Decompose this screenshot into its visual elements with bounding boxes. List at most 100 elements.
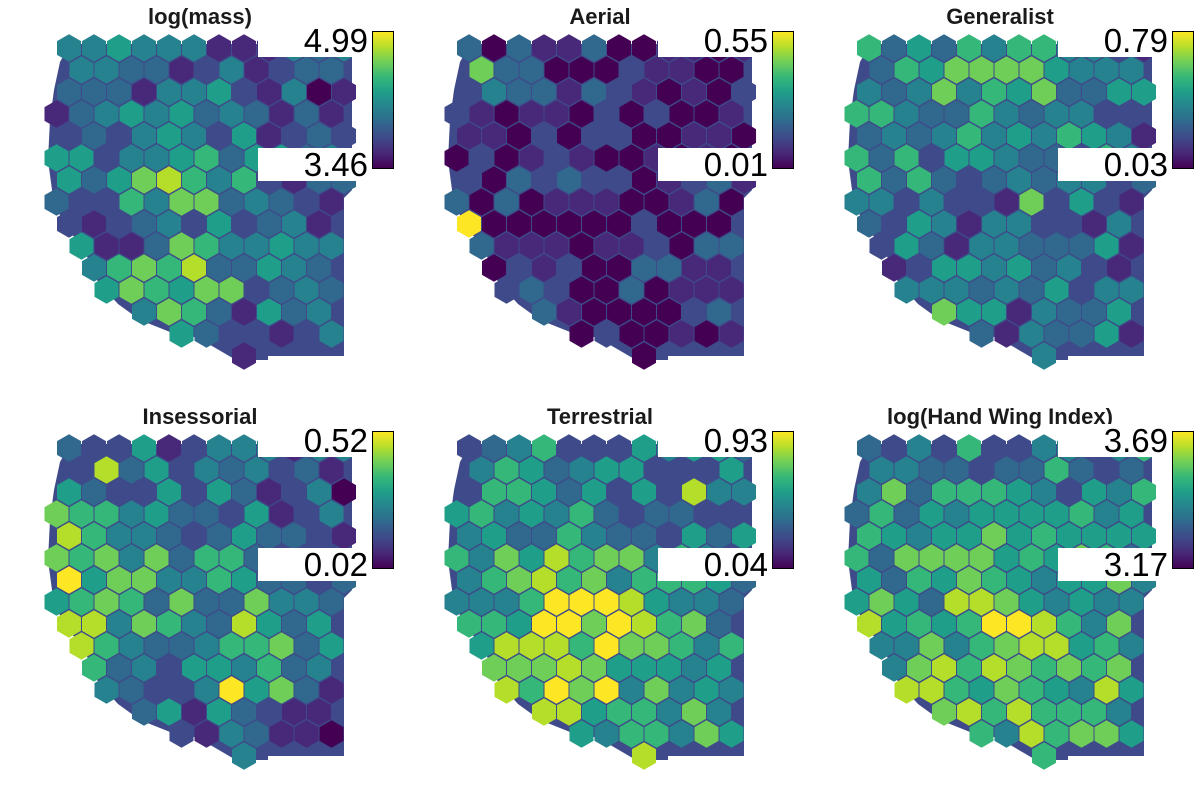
hex-cell [1032, 610, 1056, 638]
hex-cell [1057, 298, 1081, 326]
hex-cell [882, 566, 906, 594]
hex-cell [969, 144, 994, 172]
hex-cell [857, 434, 881, 462]
hex-map [444, 34, 756, 370]
hex-cell [144, 500, 169, 528]
hex-cell [894, 100, 919, 128]
hex-cell [169, 276, 194, 304]
hex-cell [657, 254, 681, 282]
hex-cell [207, 78, 231, 106]
hex-cell [644, 100, 669, 128]
hex-cell [544, 188, 569, 216]
hex-cell [44, 144, 69, 172]
hex-cell [219, 144, 244, 172]
hex-cell [82, 654, 106, 682]
hex-cell [1007, 610, 1031, 638]
hex-cell [207, 566, 231, 594]
hex-cell [1019, 188, 1044, 216]
hex-cell [469, 56, 494, 84]
hex-cell [682, 78, 706, 106]
hex-cell [144, 56, 169, 84]
hex-cell [607, 434, 631, 462]
hex-cell [969, 544, 994, 572]
hex-cell [1094, 456, 1119, 484]
hex-cell [182, 78, 206, 106]
hex-cell [232, 478, 256, 506]
hex-cell [582, 122, 606, 150]
hex-cell [932, 78, 956, 106]
hex-cell [1019, 500, 1044, 528]
hex-cell [494, 56, 519, 84]
hex-cell [707, 654, 731, 682]
hex-cell [707, 122, 731, 150]
hex-cell [544, 276, 569, 304]
hex-cell [582, 254, 606, 282]
panel-generalist: Generalist 0.79 0.03 [800, 0, 1200, 400]
hex-cell [669, 320, 694, 348]
hex-cell [1057, 254, 1081, 282]
hex-cell [1044, 100, 1069, 128]
hex-cell [94, 632, 119, 660]
hex-cell [1057, 210, 1081, 238]
hex-cell [594, 188, 619, 216]
hex-cell [994, 720, 1019, 748]
hex-cell [232, 298, 256, 326]
hex-cell [1019, 232, 1044, 260]
hex-cell [694, 100, 719, 128]
hex-cell [457, 610, 481, 638]
hex-cell [294, 720, 319, 748]
hex-cell [244, 456, 269, 484]
colorbar [772, 31, 794, 169]
hex-cell [544, 56, 569, 84]
hex-cell [594, 500, 619, 528]
hex-cell [469, 144, 494, 172]
hex-cell [982, 166, 1006, 194]
hex-cell [994, 100, 1019, 128]
hex-cell [582, 610, 606, 638]
hex-cell [582, 298, 606, 326]
hex-cell [182, 478, 206, 506]
hex-cell [1069, 676, 1094, 704]
hex-cell [644, 588, 669, 616]
hex-cell [532, 698, 556, 726]
hex-cell [569, 56, 594, 84]
hex-cell [919, 276, 944, 304]
hex-cell [544, 232, 569, 260]
hex-cell [1057, 78, 1081, 106]
hex-cell [1107, 78, 1131, 106]
hex-cell [894, 188, 919, 216]
hex-cell [1132, 478, 1156, 506]
hex-cell [994, 188, 1019, 216]
hex-cell [907, 610, 931, 638]
hex-cell [657, 122, 681, 150]
hex-cell [582, 698, 606, 726]
hex-cell [219, 544, 244, 572]
hex-cell [1119, 188, 1144, 216]
hex-cell [494, 188, 519, 216]
hex-cell [219, 56, 244, 84]
hex-cell [94, 500, 119, 528]
hex-cell [44, 500, 69, 528]
hex-cell [594, 720, 619, 748]
hex-cell [569, 456, 594, 484]
hex-cell [1032, 166, 1056, 194]
hex-cell [282, 254, 306, 282]
hex-cell [269, 56, 294, 84]
hex-cell [732, 478, 756, 506]
hex-cell [269, 720, 294, 748]
hex-cell [519, 188, 544, 216]
hex-cell [719, 588, 744, 616]
hex-cell [969, 632, 994, 660]
hex-cell [1107, 522, 1131, 550]
hex-cell [957, 654, 981, 682]
hex-cell [907, 434, 931, 462]
hex-cell [569, 588, 594, 616]
hex-cell [844, 100, 869, 128]
hex-cell [632, 166, 656, 194]
hex-cell [1032, 654, 1056, 682]
hex-cell [244, 588, 269, 616]
hex-cell [507, 610, 531, 638]
hex-cell [644, 632, 669, 660]
panel-log-hand-wing-index: log(Hand Wing Index) 3.69 3.17 [800, 400, 1200, 800]
hex-cell [607, 78, 631, 106]
